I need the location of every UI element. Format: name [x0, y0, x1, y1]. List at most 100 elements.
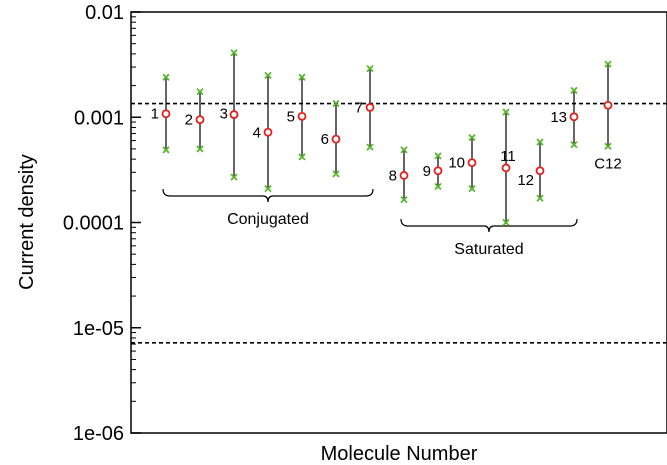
cross-stroke — [570, 86, 578, 95]
range-low-marker — [162, 146, 170, 154]
data-point — [569, 112, 579, 122]
point-label: 5 — [287, 108, 295, 125]
cross-stroke — [502, 108, 510, 116]
point-label: 12 — [517, 172, 534, 189]
point-label: 9 — [423, 163, 431, 180]
range-high-marker — [366, 64, 374, 73]
range-high-marker — [604, 60, 612, 68]
range-high-marker — [400, 146, 408, 154]
range-low-marker — [230, 173, 238, 181]
point-label: 11 — [500, 148, 516, 165]
data-point — [399, 171, 409, 180]
cross-stroke — [536, 138, 544, 146]
data-point — [297, 111, 307, 121]
plot-area — [130, 11, 667, 434]
group-bracket — [400, 218, 578, 233]
y-tick-label: 1e-06 — [73, 423, 124, 445]
y-tick-label: 0.0001 — [63, 213, 124, 235]
y-tick-label: 1e-05 — [73, 318, 124, 340]
data-point — [331, 134, 341, 144]
range-low-marker — [434, 182, 442, 191]
cross-stroke — [230, 173, 238, 181]
data-point — [467, 158, 477, 168]
cross-stroke — [264, 71, 272, 80]
point-label: 10 — [448, 155, 465, 172]
x-axis-label: Molecule Number — [321, 443, 478, 465]
range-high-marker — [570, 86, 578, 95]
range-low-marker — [468, 184, 476, 193]
range-low-marker — [366, 143, 374, 151]
range-high-marker — [502, 108, 510, 116]
cross-stroke — [230, 49, 238, 57]
point-label: C12 — [594, 155, 622, 172]
range-low-marker — [604, 142, 612, 150]
cross-stroke — [604, 142, 612, 150]
cross-stroke — [162, 73, 170, 81]
cross-stroke — [468, 134, 476, 142]
data-point — [501, 163, 511, 173]
group-bracket — [162, 188, 374, 203]
cross-stroke — [570, 140, 578, 149]
data-point — [229, 110, 239, 119]
range-low-marker — [502, 218, 510, 227]
cross-stroke — [434, 152, 442, 160]
range-low-marker — [536, 194, 544, 202]
cross-stroke — [366, 64, 374, 73]
cross-stroke — [366, 143, 374, 151]
cross-stroke — [536, 194, 544, 202]
group-label: Conjugated — [227, 211, 309, 228]
cross-stroke — [400, 195, 408, 204]
point-label: 3 — [220, 106, 228, 123]
cross-stroke — [332, 99, 340, 108]
data-point — [433, 166, 443, 176]
y-tick-label: 0.01 — [85, 2, 124, 24]
cross-stroke — [502, 218, 510, 227]
y-tick-label: 0.001 — [74, 107, 124, 129]
reference-lines — [131, 102, 667, 344]
range-high-marker — [434, 152, 442, 160]
cross-stroke — [298, 153, 306, 161]
point-label: 2 — [185, 112, 193, 129]
cross-stroke — [468, 184, 476, 193]
point-label: 8 — [389, 167, 397, 184]
range-low-marker — [400, 195, 408, 204]
data-point — [161, 109, 171, 119]
range-high-marker — [468, 134, 476, 142]
cross-stroke — [434, 182, 442, 191]
cross-stroke — [400, 146, 408, 154]
point-label: 1 — [151, 106, 159, 123]
data-point — [603, 100, 613, 110]
group-label: Saturated — [454, 241, 523, 258]
data-point — [263, 127, 273, 137]
range-high-marker — [536, 138, 544, 146]
point-label: 6 — [321, 131, 329, 148]
range-low-marker — [264, 184, 272, 193]
y-axis: 0.01 0.001 0.0001 1e-05 1e-06 — [63, 2, 141, 445]
data-series: 12345678910111213C12C18 — [151, 49, 622, 227]
cross-stroke — [162, 146, 170, 154]
point-label: 4 — [253, 124, 261, 141]
data-point — [535, 166, 545, 176]
range-high-marker — [298, 73, 306, 81]
cross-stroke — [264, 184, 272, 193]
data-point — [365, 103, 375, 112]
cross-stroke — [196, 88, 204, 96]
range-low-marker — [298, 153, 306, 161]
y-axis-label: Current density — [16, 154, 38, 290]
range-low-marker — [196, 145, 204, 153]
range-low-marker — [332, 170, 340, 178]
range-high-marker — [264, 71, 272, 80]
range-high-marker — [332, 99, 340, 108]
range-low-marker — [570, 140, 578, 149]
cross-stroke — [604, 60, 612, 68]
cross-stroke — [196, 145, 204, 153]
range-high-marker — [230, 49, 238, 57]
cross-stroke — [332, 170, 340, 178]
group-brackets: Conjugated Saturated — [162, 188, 578, 258]
range-high-marker — [196, 88, 204, 96]
range-high-marker — [162, 73, 170, 81]
point-label: 7 — [355, 99, 363, 116]
cross-stroke — [298, 73, 306, 81]
data-point — [195, 115, 205, 124]
